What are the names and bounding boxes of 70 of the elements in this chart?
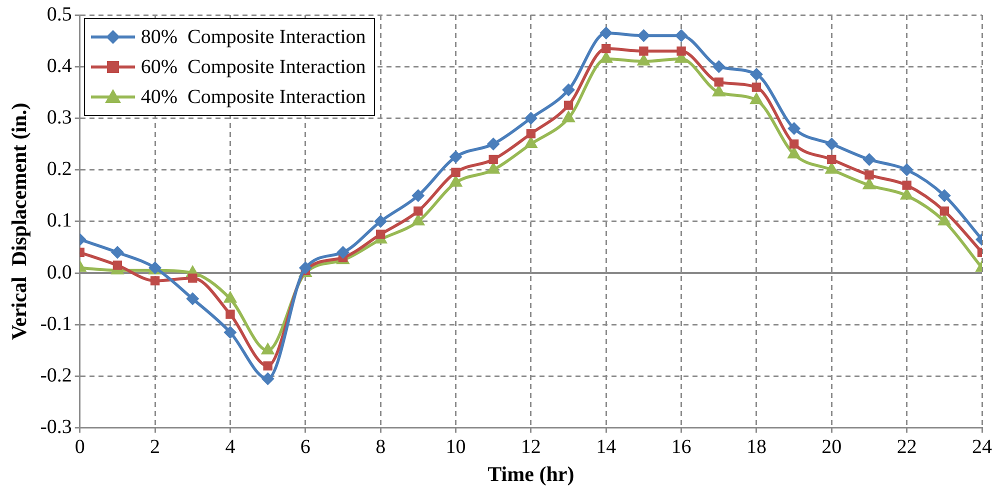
point [789, 139, 799, 149]
x-tick-label: 0 [74, 436, 85, 458]
point [526, 129, 536, 138]
x-tick-label: 2 [150, 436, 160, 458]
point [900, 163, 914, 176]
y-tick-label: 0.1 [46, 210, 72, 232]
point [714, 77, 724, 87]
point [788, 122, 801, 136]
point [486, 138, 500, 150]
y-tick-label: -0.2 [40, 364, 72, 386]
x-tick-label: 10 [446, 436, 466, 458]
x-tick-label: 4 [225, 436, 236, 458]
point [600, 26, 613, 40]
point [261, 372, 274, 386]
y-tick-label: -0.1 [40, 312, 72, 335]
point [602, 44, 611, 54]
x-tick-label: 22 [896, 436, 917, 458]
y-tick-label: 0.0 [46, 261, 72, 284]
point [112, 260, 122, 270]
point [825, 138, 838, 150]
point [451, 168, 460, 177]
y-tick-label: 0.4 [46, 54, 72, 77]
point [374, 214, 388, 228]
point [488, 154, 498, 164]
x-axis-title: Time (hr) [488, 462, 574, 486]
point [263, 361, 272, 370]
y-tick-label: 0.2 [46, 158, 72, 180]
point [752, 82, 762, 92]
point [674, 29, 688, 42]
point [524, 112, 538, 125]
point [224, 326, 237, 339]
legend-label: 80% Composite Interaction [140, 25, 366, 50]
point [564, 100, 574, 110]
point [750, 68, 763, 81]
point [940, 206, 950, 216]
point [110, 246, 124, 259]
y-tick-label: -0.3 [40, 416, 72, 438]
legend-label: 40% Composite Interaction [140, 85, 366, 110]
legend-label: 60% Composite Interaction [140, 55, 366, 80]
point [676, 46, 686, 56]
x-tick-label: 8 [376, 436, 386, 458]
point [188, 274, 198, 283]
x-tick-label: 20 [822, 436, 842, 458]
point [827, 154, 836, 164]
y-tick-label: 0.3 [46, 106, 72, 128]
point [637, 29, 650, 42]
point [336, 246, 350, 259]
point [150, 276, 160, 286]
point [639, 46, 648, 56]
point [862, 152, 876, 166]
x-tick-label: 14 [596, 436, 616, 458]
x-tick-label: 6 [300, 436, 310, 458]
point [902, 180, 912, 190]
point [864, 170, 874, 180]
point [186, 292, 200, 306]
x-tick-label: 12 [520, 436, 541, 458]
point [226, 310, 235, 319]
point [412, 189, 425, 202]
point [562, 83, 576, 96]
point [938, 189, 951, 202]
x-tick-label: 24 [972, 436, 992, 458]
point [298, 261, 312, 274]
x-tick-label: 18 [746, 436, 766, 458]
point [449, 150, 462, 164]
y-tick-label: 0.5 [46, 3, 72, 26]
point [712, 60, 726, 74]
point [414, 206, 423, 216]
x-tick-label: 16 [671, 436, 692, 458]
point [376, 230, 386, 239]
y-axis-title: Verical Displacement (in.) [7, 102, 32, 340]
